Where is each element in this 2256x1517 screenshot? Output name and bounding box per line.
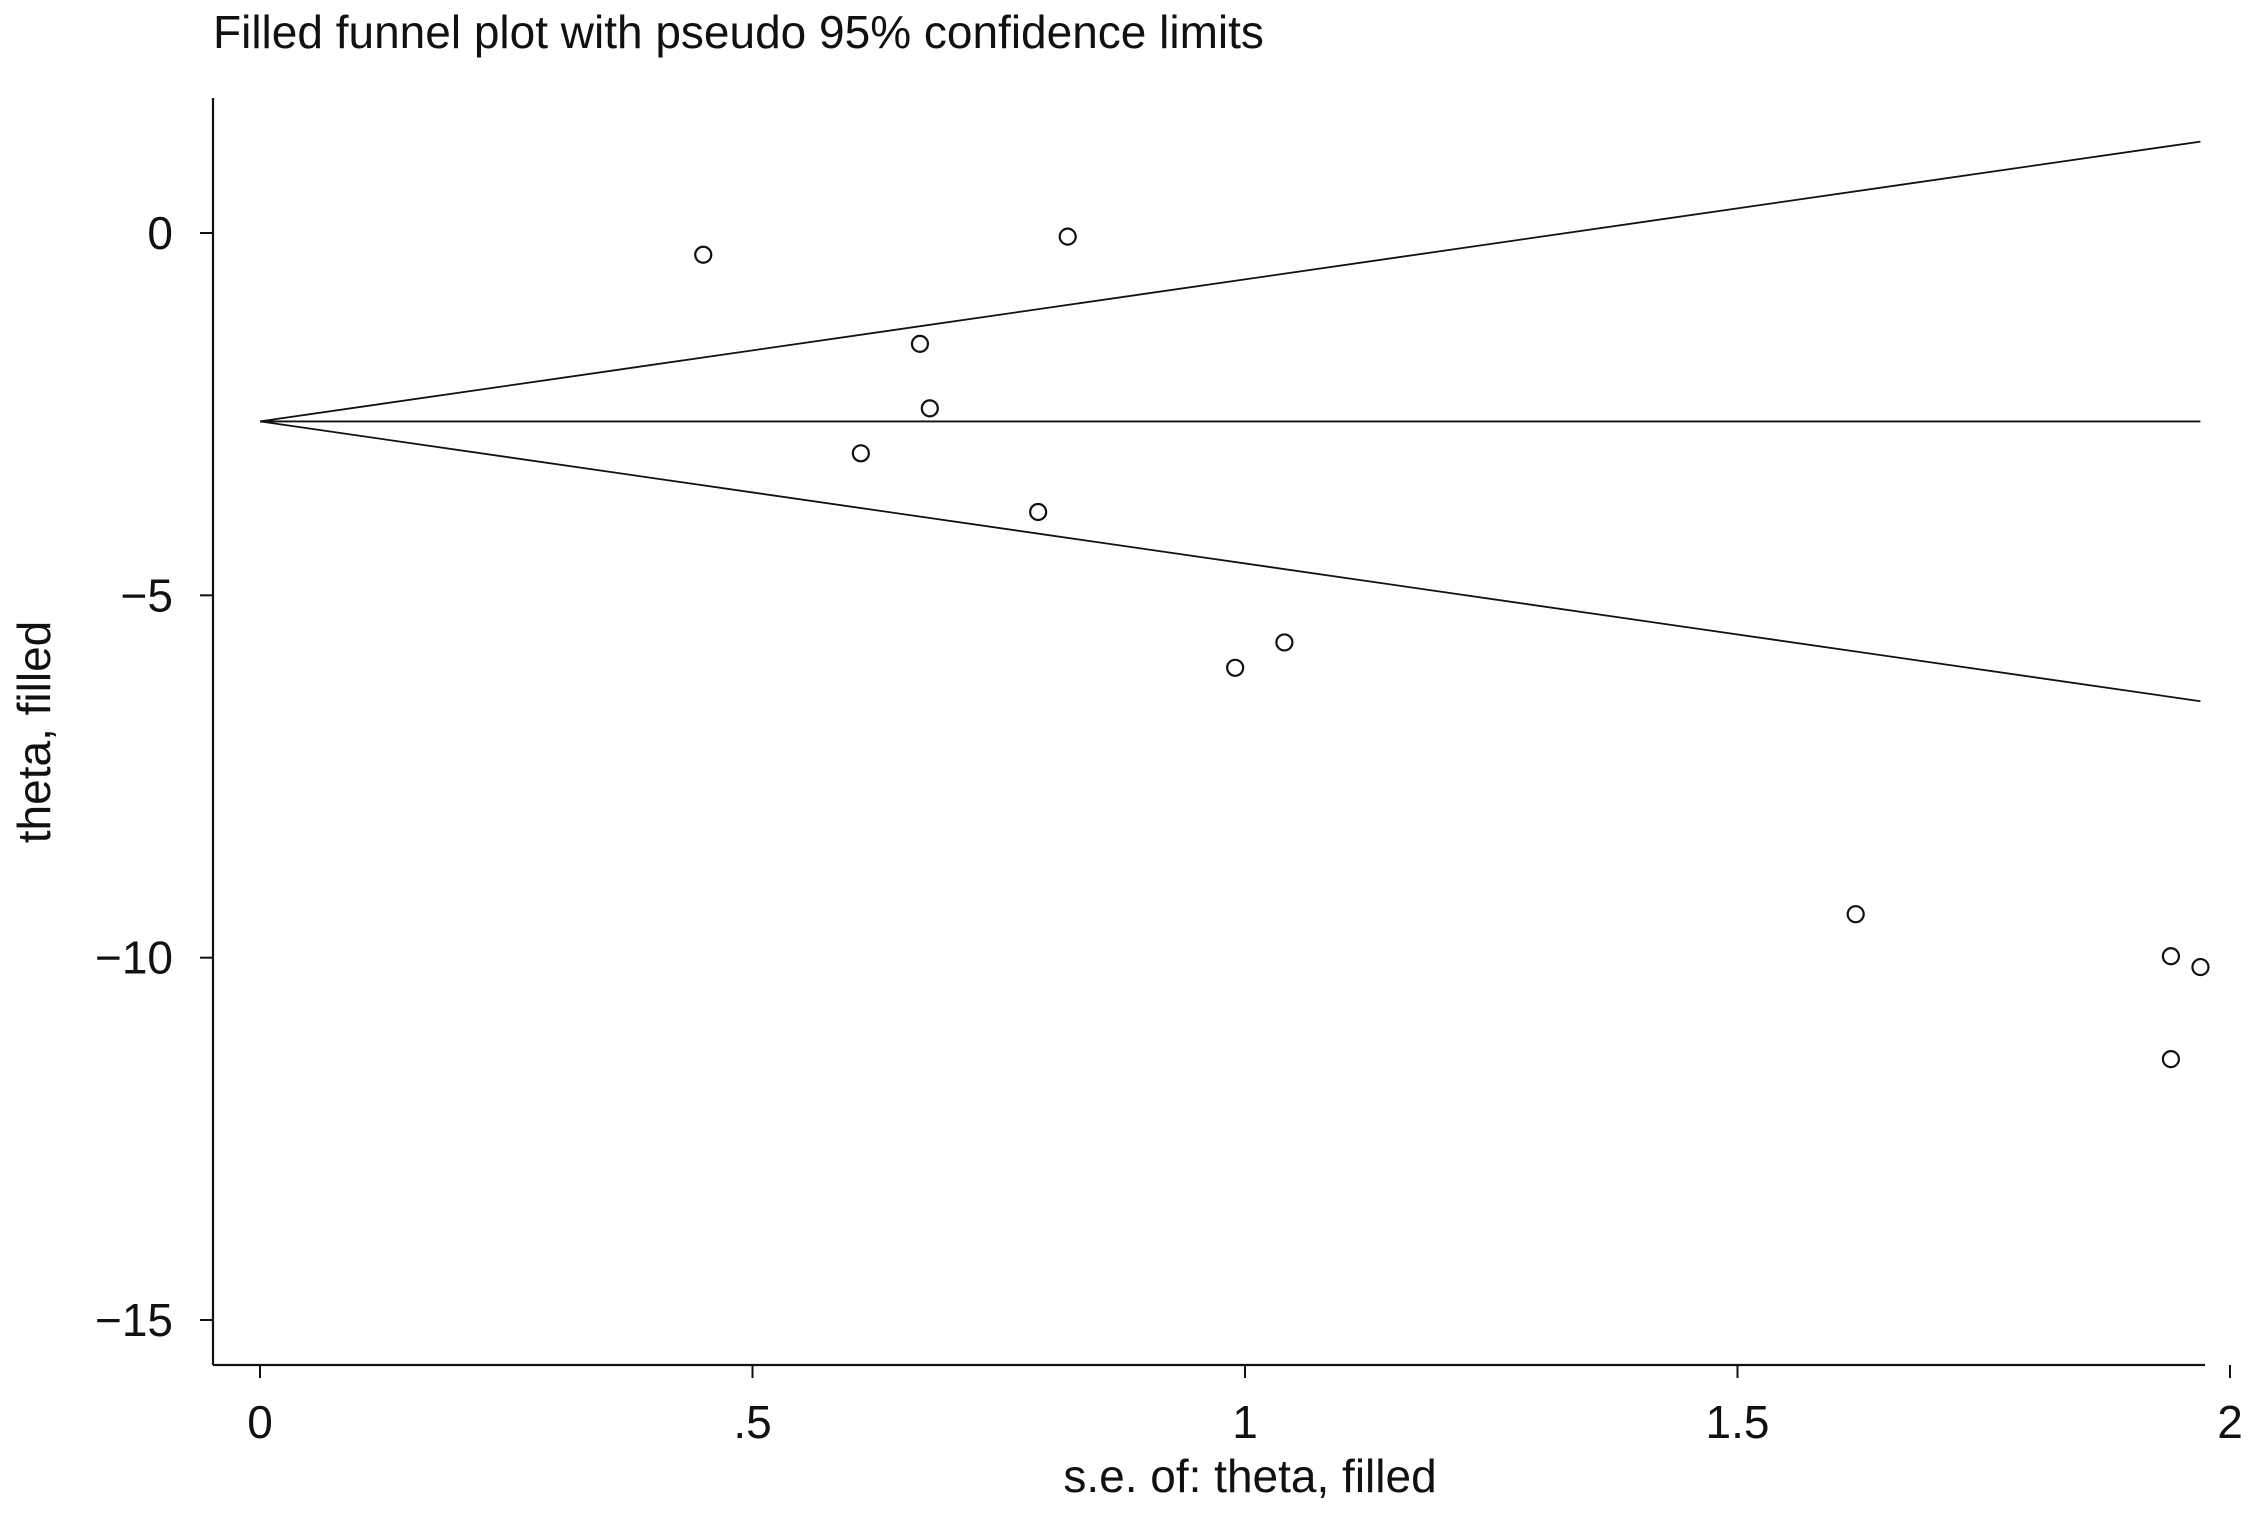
study-point [2161, 1050, 2180, 1069]
study-point [1058, 227, 1077, 246]
lower-confidence-limit [259, 420, 2201, 703]
x-tick-label: 1 [1232, 1396, 1258, 1448]
study-point [2191, 957, 2210, 977]
study-point [920, 399, 939, 418]
x-tick-label: 1.5 [1706, 1396, 1770, 1448]
study-point [851, 444, 870, 463]
y-tick-label: −15 [95, 1294, 173, 1346]
study-point [2161, 947, 2180, 966]
x-tick-label: 0 [247, 1396, 273, 1448]
axes: 0 −5 −10 −15 0 .5 1 1.5 2 [95, 98, 2243, 1448]
study-points [694, 227, 2210, 1069]
upper-confidence-limit [259, 140, 2201, 423]
funnel-lines [259, 140, 2201, 703]
x-axis-label: s.e. of: theta, filled [1063, 1450, 1436, 1502]
y-axis-label: theta, filled [8, 621, 60, 843]
study-point [1275, 633, 1294, 652]
study-point [910, 334, 930, 353]
study-point [1226, 658, 1245, 677]
study-point [1029, 502, 1048, 522]
y-tick-label: −5 [121, 569, 173, 621]
y-tick-label: −10 [95, 932, 173, 984]
chart-title: Filled funnel plot with pseudo 95% confi… [213, 6, 1264, 58]
y-tick-label: 0 [147, 207, 173, 259]
study-point [694, 245, 713, 264]
study-point [1846, 905, 1865, 924]
x-tick-label: 2 [2217, 1396, 2243, 1448]
x-tick-label: .5 [733, 1396, 771, 1448]
